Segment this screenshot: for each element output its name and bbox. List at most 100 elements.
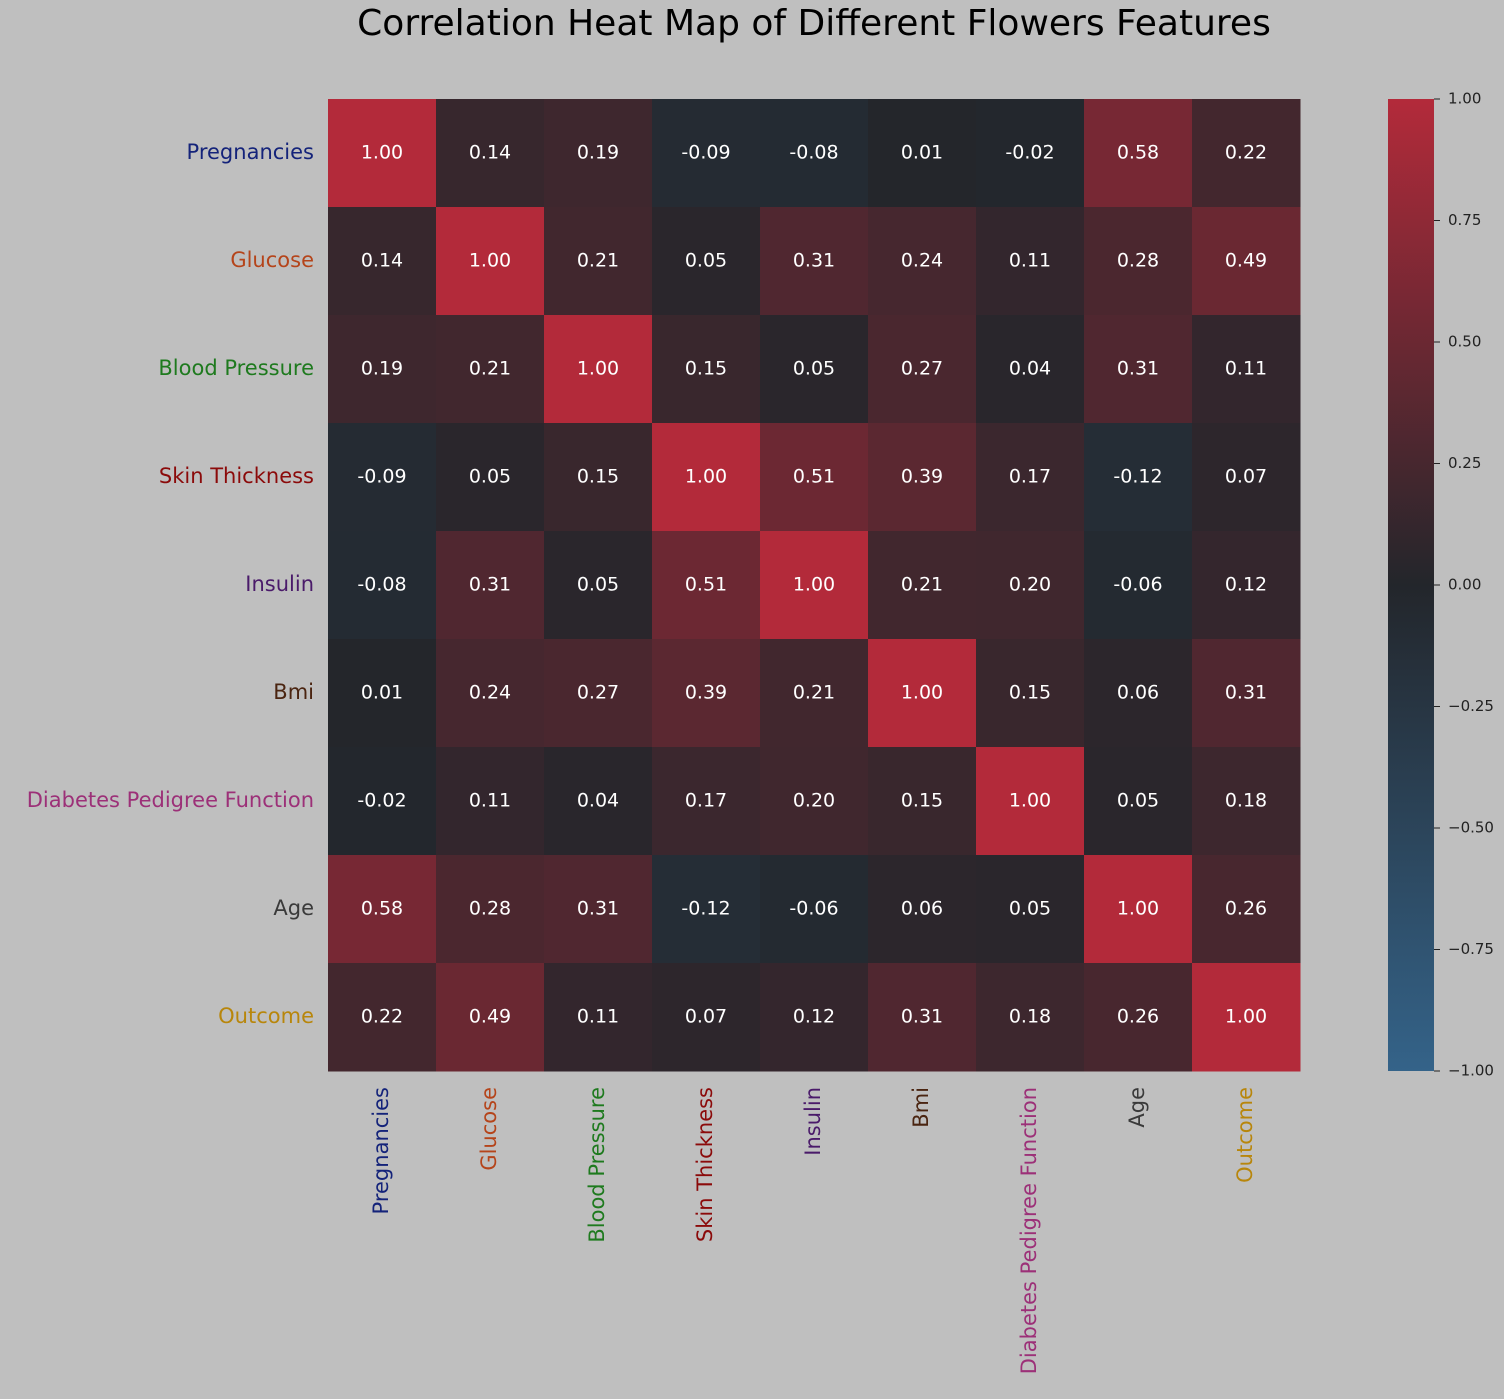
cell-label: 0.51 <box>685 574 727 596</box>
cell-label: 0.18 <box>1225 790 1267 812</box>
cell-label: 0.28 <box>1117 250 1159 272</box>
colorbar-tick-label: 0.25 <box>1448 454 1481 472</box>
cell-label: 0.21 <box>793 682 835 704</box>
cell-label: -0.06 <box>789 898 838 920</box>
heatmap-cell <box>328 315 437 424</box>
heatmap-cell <box>652 423 761 532</box>
heatmap-cell <box>868 747 977 856</box>
heatmap-cell <box>328 207 437 316</box>
cell-label: 0.05 <box>685 250 727 272</box>
cell-label: 0.14 <box>361 250 403 272</box>
heatmap-cell <box>436 639 545 748</box>
heatmap-cell <box>868 963 977 1072</box>
cell-label: 0.06 <box>1117 682 1159 704</box>
heatmap-cell <box>436 963 545 1072</box>
cell-label: 0.39 <box>901 466 943 488</box>
heatmap-cell <box>1192 423 1301 532</box>
heatmap-cell <box>976 423 1085 532</box>
heatmap-cell <box>976 747 1085 856</box>
cell-label: 0.14 <box>469 142 511 164</box>
cell-label: 0.05 <box>1117 790 1159 812</box>
cell-label: -0.02 <box>357 790 406 812</box>
cell-label: 1.00 <box>1225 1006 1267 1028</box>
heatmap-cell <box>436 423 545 532</box>
cell-label: 1.00 <box>1117 898 1159 920</box>
heatmap-cell <box>976 99 1085 208</box>
heatmap-cell <box>652 639 761 748</box>
heatmap-cell <box>1192 99 1301 208</box>
heatmap-cell <box>868 855 977 964</box>
heatmap-cell <box>760 531 869 640</box>
x-tick-label: Skin Thickness <box>693 1087 717 1242</box>
cell-label: 0.05 <box>793 358 835 380</box>
cell-label: 0.04 <box>1009 358 1051 380</box>
cell-label: 0.20 <box>793 790 835 812</box>
cell-label: 1.00 <box>793 574 835 596</box>
cell-label: 0.15 <box>685 358 727 380</box>
heatmap-cell <box>544 207 653 316</box>
heatmap-cell <box>652 207 761 316</box>
cell-label: 0.58 <box>361 898 403 920</box>
cell-label: 0.07 <box>1225 466 1267 488</box>
cell-label: -0.02 <box>1005 142 1054 164</box>
cell-label: 0.15 <box>577 466 619 488</box>
heatmap-cell <box>760 207 869 316</box>
cell-label: 0.58 <box>1117 142 1159 164</box>
cell-label: 0.04 <box>577 790 619 812</box>
cell-label: -0.12 <box>681 898 730 920</box>
heatmap-cell <box>1084 747 1193 856</box>
heatmap-cell <box>760 855 869 964</box>
chart-title: Correlation Heat Map of Different Flower… <box>357 3 1271 44</box>
cell-label: 0.22 <box>361 1006 403 1028</box>
cell-label: 0.31 <box>1117 358 1159 380</box>
cell-label: 0.12 <box>793 1006 835 1028</box>
cell-label: 0.49 <box>1225 250 1267 272</box>
colorbar-tick-label: −0.25 <box>1448 697 1494 715</box>
heatmap-cell <box>328 855 437 964</box>
heatmap-cell <box>1192 855 1301 964</box>
x-tick-label: Age <box>1125 1087 1149 1128</box>
cell-label: 0.26 <box>1225 898 1267 920</box>
cell-label: 0.18 <box>1009 1006 1051 1028</box>
cell-label: 0.22 <box>1225 142 1267 164</box>
heatmap-cell <box>652 963 761 1072</box>
heatmap-cell <box>544 639 653 748</box>
y-tick-label: Blood Pressure <box>158 356 314 380</box>
heatmap-cell <box>1192 531 1301 640</box>
cell-label: 1.00 <box>361 142 403 164</box>
colorbar-tick-label: −1.00 <box>1448 1062 1494 1080</box>
cell-label: 1.00 <box>1009 790 1051 812</box>
heatmap-cell <box>1192 963 1301 1072</box>
heatmap-cell <box>652 747 761 856</box>
heatmap-cell <box>976 963 1085 1072</box>
heatmap-cell <box>976 207 1085 316</box>
cell-label: 0.19 <box>577 142 619 164</box>
heatmap-cell <box>868 207 977 316</box>
cell-label: 0.31 <box>577 898 619 920</box>
cell-label: 0.01 <box>901 142 943 164</box>
heatmap-cell <box>976 531 1085 640</box>
cell-label: 0.20 <box>1009 574 1051 596</box>
x-tick-label: Glucose <box>477 1087 501 1171</box>
heatmap-cell <box>544 423 653 532</box>
heatmap-cell <box>1084 315 1193 424</box>
cell-label: 0.21 <box>577 250 619 272</box>
heatmap-cell <box>1084 963 1193 1072</box>
cell-label: 0.15 <box>901 790 943 812</box>
heatmap-cell <box>868 639 977 748</box>
y-tick-label: Diabetes Pedigree Function <box>27 788 314 812</box>
heatmap-cell <box>652 855 761 964</box>
heatmap-cell <box>976 855 1085 964</box>
y-tick-label: Pregnancies <box>187 140 314 164</box>
heatmap-cell <box>436 207 545 316</box>
cell-label: 0.27 <box>901 358 943 380</box>
heatmap-cell <box>328 99 437 208</box>
x-tick-label: Outcome <box>1233 1087 1257 1183</box>
heatmap-cell <box>1084 99 1193 208</box>
colorbar-tick-label: −0.50 <box>1448 819 1494 837</box>
cell-label: 0.17 <box>1009 466 1051 488</box>
cell-label: 0.31 <box>793 250 835 272</box>
heatmap-cell <box>436 531 545 640</box>
cell-label: 0.51 <box>793 466 835 488</box>
cell-label: 1.00 <box>901 682 943 704</box>
